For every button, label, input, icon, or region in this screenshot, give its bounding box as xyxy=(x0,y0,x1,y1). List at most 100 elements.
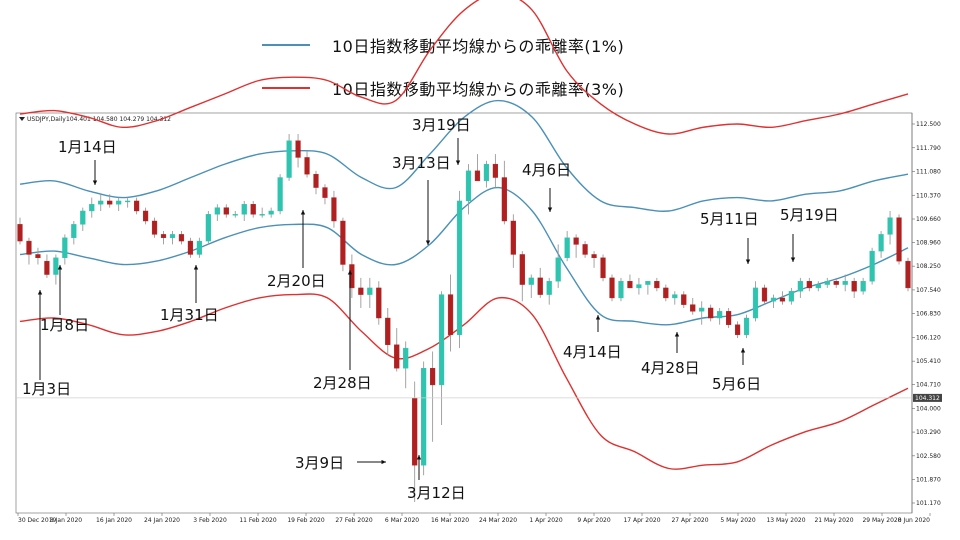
candle-body xyxy=(510,220,516,255)
candle-body xyxy=(833,281,839,285)
candle-body xyxy=(788,291,794,302)
annotation-arrowhead-icon xyxy=(57,265,63,270)
annotation-arrowhead-icon xyxy=(193,265,199,270)
candle-body xyxy=(708,307,714,319)
candle-body xyxy=(761,287,768,302)
x-tick-label: 6 Mar 2020 xyxy=(385,517,419,524)
candle-body xyxy=(17,224,23,242)
x-tick-label: 30 Dec 2019 xyxy=(18,517,57,524)
candle-body xyxy=(734,324,741,335)
annotation-label: 3月19日 xyxy=(412,116,471,134)
candle-body xyxy=(824,281,830,285)
candle-body xyxy=(35,254,41,259)
candle-body xyxy=(483,163,490,182)
candle-body xyxy=(654,281,660,289)
candle-body xyxy=(44,260,50,275)
candle-body xyxy=(98,200,104,205)
candle-body xyxy=(430,367,436,386)
candle-body xyxy=(726,311,732,325)
candle-body xyxy=(304,157,310,175)
candle-body xyxy=(887,217,893,235)
y-tick-label: 106.120 xyxy=(916,334,941,341)
annotation-label: 3月9日 xyxy=(295,454,344,472)
y-tick-label: 107.540 xyxy=(916,287,941,294)
candle-body xyxy=(223,207,229,215)
candle-body xyxy=(160,234,167,238)
candle-body xyxy=(403,347,409,369)
candle-body xyxy=(797,281,803,292)
annotation-label: 4月14日 xyxy=(563,343,622,361)
y-tick-label: 108.960 xyxy=(916,239,941,246)
candle-body xyxy=(277,177,283,212)
x-tick-label: 24 Jan 2020 xyxy=(144,517,180,524)
ohlc-label: 104.401 104.580 104.279 104.312 xyxy=(66,116,171,123)
candle-body xyxy=(169,234,176,238)
x-tick-label: 19 Feb 2020 xyxy=(287,517,325,524)
band-line-band1-lower xyxy=(19,186,909,326)
annotation-arrowhead-icon xyxy=(740,348,746,353)
candle-body xyxy=(295,140,301,158)
x-tick-label: 27 Feb 2020 xyxy=(335,517,373,524)
candle-body xyxy=(663,287,669,299)
annotation-arrowhead-icon xyxy=(416,455,422,460)
candle-body xyxy=(349,264,355,289)
x-tick-label: 16 Jan 2020 xyxy=(96,517,132,524)
candle-body xyxy=(26,240,32,255)
annotation-label: 5月6日 xyxy=(712,375,761,393)
candle-body xyxy=(806,281,812,289)
annotation-arrowhead-icon xyxy=(455,160,461,165)
candle-body xyxy=(492,163,498,178)
candle-body xyxy=(474,170,481,182)
y-tick-label: 110.370 xyxy=(916,192,941,199)
x-tick-label: 21 May 2020 xyxy=(814,517,853,524)
candle-body xyxy=(627,281,633,289)
bands-layer xyxy=(19,0,909,470)
candle-body xyxy=(717,311,723,319)
candle-body xyxy=(860,281,866,292)
candle-body xyxy=(779,297,786,302)
x-tick-label: 1 Apr 2020 xyxy=(529,517,562,524)
candle-body xyxy=(465,170,472,202)
candle-body xyxy=(286,140,292,178)
candle-body xyxy=(690,304,696,312)
candle-body xyxy=(62,237,68,259)
candle-body xyxy=(878,234,884,252)
current-price-label: 104.312 xyxy=(915,395,940,402)
candle-body xyxy=(815,284,821,289)
candle-body xyxy=(609,277,615,299)
candle-body xyxy=(770,297,777,302)
legend-swatch-3pct xyxy=(262,87,310,89)
candle-body xyxy=(743,317,750,335)
annotation-arrowhead-icon xyxy=(381,459,386,465)
candle-body xyxy=(421,367,427,466)
candle-body xyxy=(107,200,113,205)
candle-body xyxy=(259,214,265,216)
candle-body xyxy=(80,210,86,225)
y-tick-label: 106.830 xyxy=(916,311,941,318)
candle-body xyxy=(672,294,678,299)
x-tick-label: 8 Jun 2020 xyxy=(898,517,930,524)
annotation-label: 1月31日 xyxy=(160,306,219,324)
candle-body xyxy=(385,317,391,345)
candle-body xyxy=(214,207,220,215)
annotation-arrowhead-icon xyxy=(92,180,98,185)
annotation-arrowhead-icon xyxy=(674,332,680,337)
dropdown-triangle-icon[interactable] xyxy=(19,117,25,121)
candle-body xyxy=(358,287,364,295)
x-tick-label: 16 Mar 2020 xyxy=(431,517,469,524)
legend-item-3pct: 10日指数移動平均線からの乖離率(3%) xyxy=(262,76,624,100)
candle-body xyxy=(151,220,158,235)
candle-body xyxy=(573,237,579,245)
candle-body xyxy=(869,250,875,282)
candle-body xyxy=(196,240,202,255)
annotation-label: 5月19日 xyxy=(780,206,839,224)
plot-frame xyxy=(15,112,913,514)
candle-body xyxy=(71,224,77,238)
y-tick-label: 101.170 xyxy=(916,500,941,507)
x-tick-label: 17 Apr 2020 xyxy=(623,517,660,524)
annotation-label: 2月28日 xyxy=(313,374,372,392)
y-axis: 112.500 111.790 111.080 110.370 109.660 108.9… xyxy=(16,121,942,507)
annotation-label: 4月6日 xyxy=(522,161,571,179)
candle-body xyxy=(205,214,211,242)
